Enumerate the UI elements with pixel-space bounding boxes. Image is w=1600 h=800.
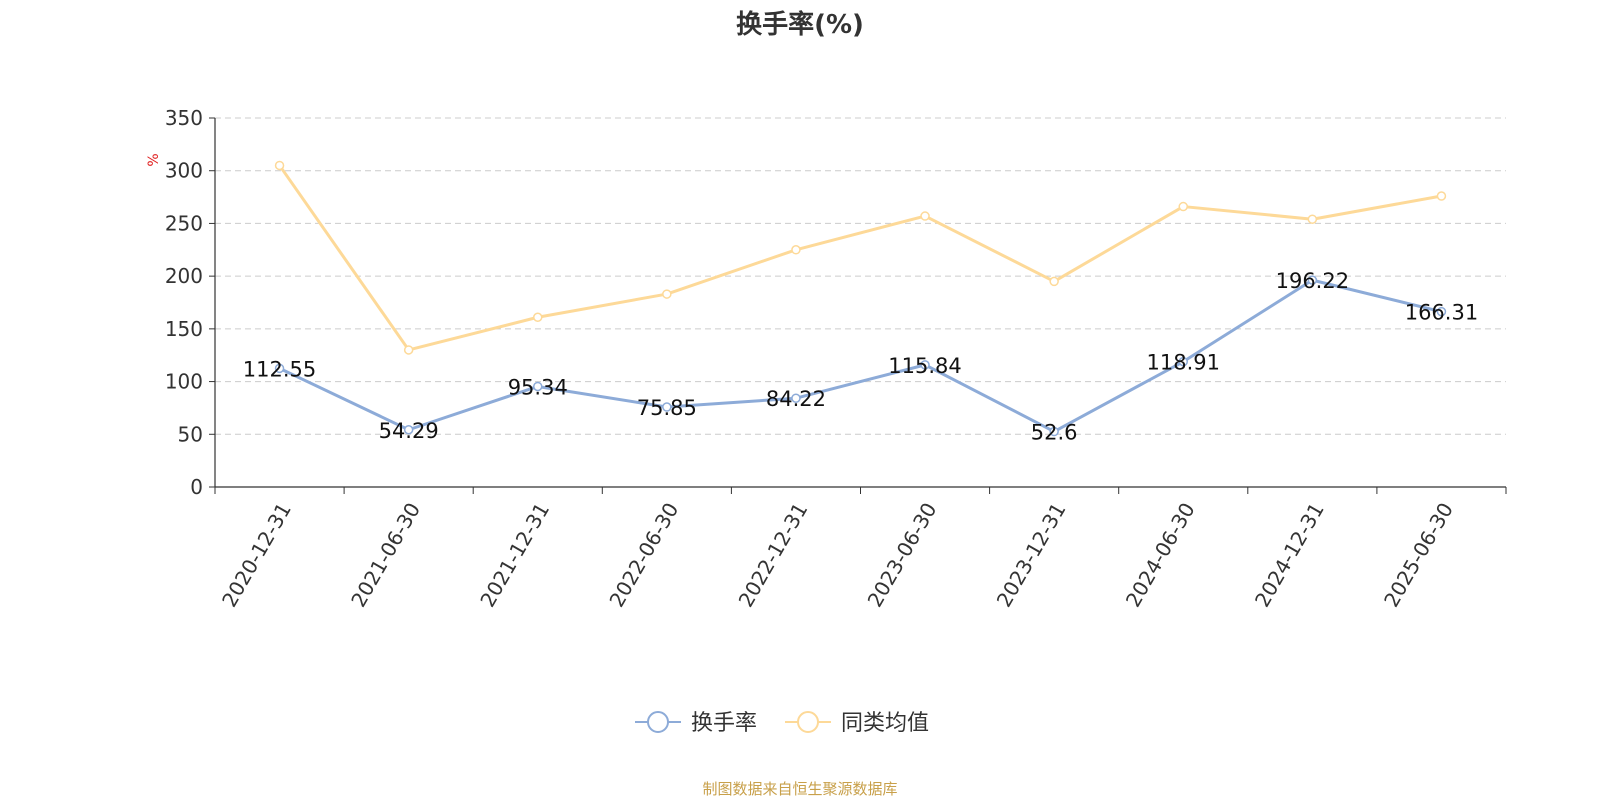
data-label: 54.29 — [379, 419, 439, 443]
legend-label: 换手率 — [691, 711, 757, 736]
data-point — [1178, 356, 1188, 367]
x-tick-label: 2025-06-30 — [1379, 499, 1458, 612]
data-label: 196.22 — [1276, 269, 1349, 293]
chart-title: 换手率(%) — [736, 10, 864, 40]
series-line-peer-average — [278, 164, 1442, 352]
y-tick-label: 150 — [165, 317, 203, 341]
data-point — [403, 425, 414, 435]
data-point — [1307, 275, 1318, 285]
data-point — [1436, 306, 1447, 317]
data-point — [662, 289, 672, 299]
x-tick-label: 2021-12-31 — [475, 499, 554, 612]
data-label: 75.85 — [637, 396, 697, 420]
data-label: 84.22 — [766, 387, 826, 411]
data-point — [274, 363, 285, 374]
x-tick-label: 2022-12-31 — [734, 499, 813, 612]
data-point — [403, 345, 414, 355]
data-point — [1178, 201, 1188, 212]
legend-marker — [647, 711, 669, 733]
y-tick-label: 0 — [190, 475, 203, 499]
data-label: 115.84 — [888, 354, 961, 378]
data-label: 52.6 — [1031, 421, 1078, 445]
data-point — [1307, 214, 1318, 224]
x-tick-label: 2023-12-31 — [992, 499, 1071, 612]
y-tick-label: 100 — [165, 370, 203, 394]
y-tick-label: 200 — [165, 264, 203, 288]
x-tick-label: 2024-06-30 — [1121, 499, 1200, 612]
data-point — [1049, 426, 1059, 437]
data-point — [533, 381, 543, 392]
y-tick-label: 250 — [165, 211, 203, 235]
y-unit-label: % — [146, 153, 162, 166]
data-label: 166.31 — [1405, 301, 1478, 325]
data-point — [274, 160, 285, 171]
data-point — [662, 402, 672, 412]
y-tick-label: 300 — [165, 159, 203, 183]
data-point — [1049, 276, 1059, 287]
data-point — [920, 211, 930, 221]
legend: 换手率 同类均值 — [635, 711, 929, 736]
axes: 0 50 100 150 200 250 300 350% 2020-12-31 2021-06-… — [146, 106, 1507, 612]
y-tick-label: 350 — [165, 106, 203, 130]
x-tick-label: 2020-12-31 — [217, 499, 296, 612]
x-tick-label: 2024-12-31 — [1250, 499, 1329, 612]
series-line-turnover — [278, 278, 1442, 434]
y-tick-label: 50 — [178, 422, 203, 446]
data-point — [791, 393, 801, 403]
data-point — [1436, 191, 1447, 201]
legend-marker — [797, 711, 819, 733]
data-point — [533, 312, 543, 323]
data-label: 112.55 — [243, 357, 316, 381]
line-chart: 0 50 100 150 200 250 300 350% 2020-12-31 2021-06-… — [146, 106, 1507, 736]
data-point — [920, 360, 930, 370]
data-source-note: 制图数据来自恒生聚源数据库 — [702, 780, 898, 798]
legend-label: 同类均值 — [841, 711, 929, 736]
x-tick-label: 2021-06-30 — [346, 499, 425, 612]
data-point — [791, 245, 801, 255]
series-layer — [274, 160, 1447, 437]
x-tick-label: 2022-06-30 — [604, 499, 683, 612]
x-tick-label: 2023-06-30 — [863, 499, 942, 612]
data-label: 95.34 — [508, 375, 568, 399]
data-label: 118.91 — [1147, 351, 1220, 375]
data-labels: 112.55 54.29 95.34 75.85 84.22 115.84 52.6 118.… — [243, 269, 1478, 444]
